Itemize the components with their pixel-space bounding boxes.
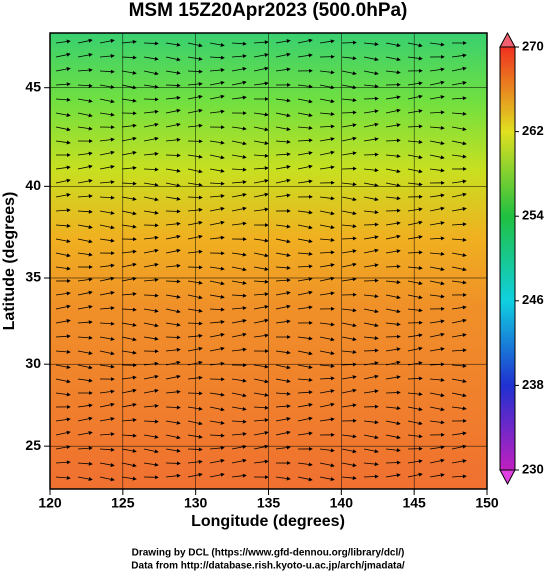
stream-arrow [364,224,378,225]
x-tick-label: 145 [402,495,426,511]
y-tick-label: 40 [25,177,41,193]
stream-arrow [364,154,378,155]
y-axis-label: Latitude (degrees) [1,192,18,331]
x-tick-label: 140 [330,495,354,511]
y-tick-label: 45 [25,78,41,94]
colorbar-tick-label: 262 [522,123,544,138]
x-tick-label: 125 [111,495,135,511]
stream-arrow [144,43,158,44]
colorbar-tick-label: 270 [522,38,544,53]
chart-title: MSM 15Z20Apr2023 (500.0hPa) [129,0,408,21]
x-tick-label: 130 [184,495,208,511]
credit: Data from http://database.rish.kyoto-u.a… [131,561,405,572]
y-tick-label: 25 [25,437,41,453]
stream-arrow [166,281,180,282]
x-tick-label: 135 [257,495,281,511]
colorbar-tick-label: 246 [522,292,544,307]
colorbar-tick-label: 238 [522,377,544,392]
colorbar-extend-top [500,33,515,47]
x-axis-label: Longitude (degrees) [191,513,345,530]
x-tick-label: 120 [38,495,62,511]
colorbar-tick-label: 230 [522,461,544,476]
stream-arrow [188,449,202,450]
y-tick-label: 30 [25,355,41,371]
stream-arrow [386,462,400,463]
x-tick-label: 150 [475,495,499,511]
colorbar-extend-bottom [500,470,515,484]
y-tick-label: 35 [25,269,41,285]
credit: Drawing by DCL (https://www.gfd-dennou.o… [132,548,405,559]
colorbar-tick-label: 254 [522,208,544,223]
colorbar [500,47,515,470]
stream-arrow [386,392,400,393]
stream-arrow [166,211,180,212]
